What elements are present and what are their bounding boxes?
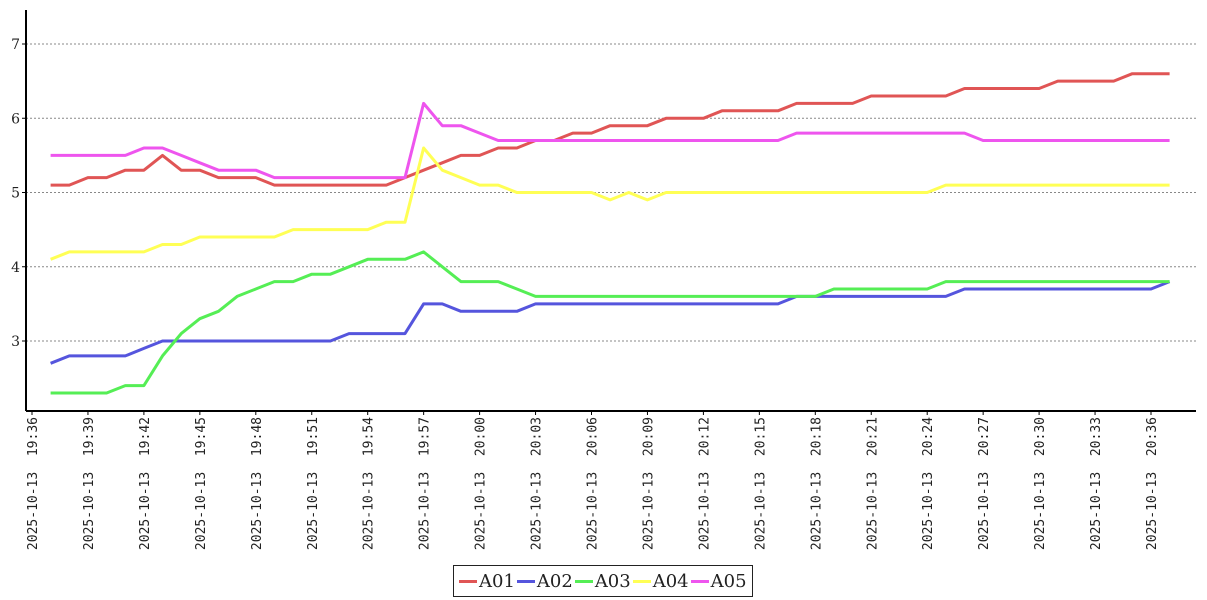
y-tick-label: 3 [11,334,20,350]
series-line-a04 [50,146,1170,261]
legend-item-a02: A02 [516,570,573,592]
x-tick-label: 2025-10-13 19:57 [418,417,433,550]
y-tick-label: 6 [11,111,20,127]
legend-label: A02 [536,570,573,592]
x-tick-label: 2025-10-13 20:09 [641,417,656,550]
x-tick-label: 2025-10-13 19:54 [362,417,377,550]
x-tick-label: 2025-10-13 20:21 [865,417,880,550]
x-tick-label: 2025-10-13 19:42 [138,417,153,550]
series-lines [50,72,1171,395]
x-tick-label: 2025-10-13 19:45 [194,417,209,550]
x-tick-label: 2025-10-13 20:33 [1089,417,1104,550]
y-axis-ticks: 3 4 5 6 7 [11,37,26,350]
y-tick-label: 5 [11,186,20,202]
legend-item-a01: A01 [459,571,515,592]
legend-swatch [632,579,651,583]
legend-swatch [516,579,535,583]
x-tick-label: 2025-10-13 20:00 [474,417,489,550]
x-tick-label: 2025-10-13 20:36 [1145,417,1160,550]
legend-swatch [459,579,477,583]
x-tick-label: 2025-10-13 19:36 [26,417,41,550]
series-line-a05 [50,101,1170,180]
x-tick-label: 2025-10-13 19:48 [250,417,265,550]
legend-label: A03 [594,570,631,592]
legend-label: A04 [652,570,689,592]
legend-label: A05 [710,570,747,592]
grid-lines [26,43,1196,342]
series-line-a01 [50,72,1170,187]
legend-swatch [690,579,709,583]
x-tick-label: 2025-10-13 20:18 [809,417,824,550]
x-tick-label: 2025-10-13 19:39 [82,417,97,550]
x-tick-label: 2025-10-13 19:51 [306,417,321,550]
legend-item-a03: A03 [574,570,631,592]
y-tick-label: 4 [11,260,20,276]
x-axis-ticks: 2025-10-13 19:36 2025-10-13 19:39 2025-10-… [26,411,1160,550]
x-tick-label: 2025-10-13 20:06 [586,417,601,550]
x-tick-label: 2025-10-13 20:30 [1033,417,1048,550]
y-tick-label: 7 [11,37,20,53]
legend-swatch [574,579,593,583]
chart-legend: A01 A02 A03 A04 A05 [453,565,753,597]
legend-item-a04: A04 [632,570,689,592]
x-tick-label: 2025-10-13 20:12 [697,417,712,550]
series-line-a02 [50,280,1171,365]
legend-item-a05: A05 [690,570,747,592]
legend-label: A01 [479,570,515,592]
series-line-a03 [50,250,1170,395]
x-tick-label: 2025-10-13 20:27 [977,417,992,550]
x-tick-label: 2025-10-13 20:24 [921,417,936,550]
x-tick-label: 2025-10-13 20:03 [530,417,545,550]
x-tick-label: 2025-10-13 20:15 [753,417,768,550]
